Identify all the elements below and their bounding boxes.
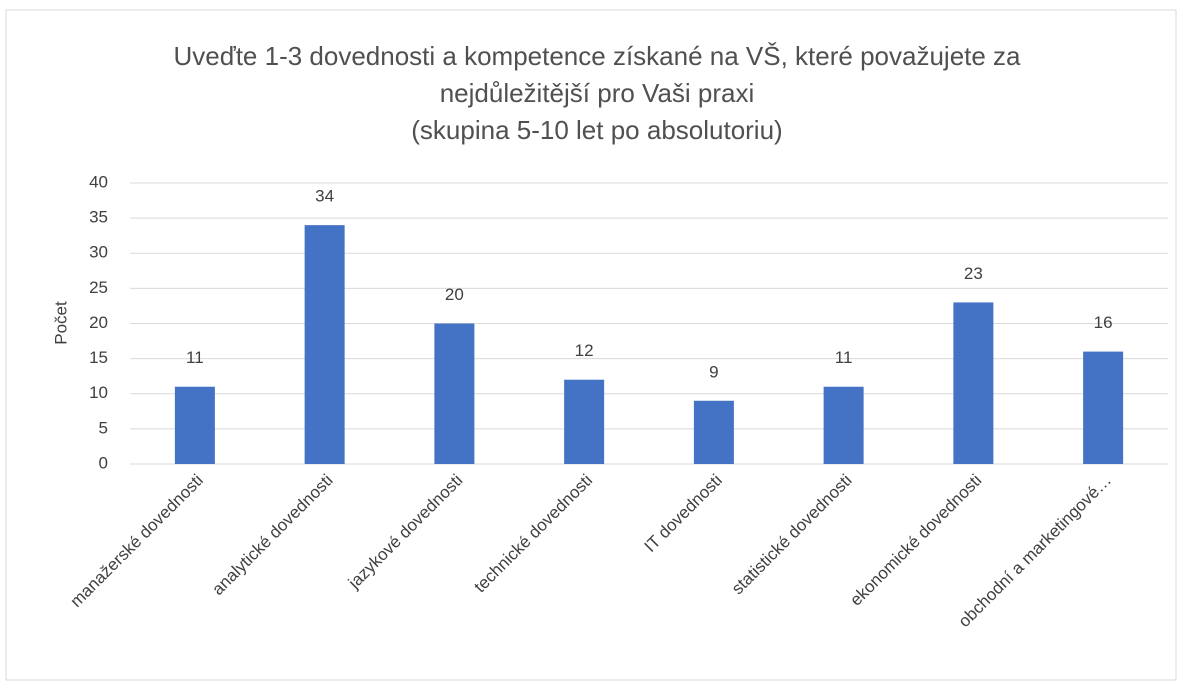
bar <box>1083 351 1124 464</box>
bar <box>693 400 734 464</box>
bar <box>823 386 864 464</box>
y-tick-label: 20 <box>89 313 108 332</box>
data-label: 11 <box>186 348 204 367</box>
data-label: 9 <box>709 362 718 381</box>
data-label: 34 <box>315 187 334 206</box>
bar <box>174 386 215 464</box>
data-label: 20 <box>445 285 464 304</box>
y-tick-label: 0 <box>99 453 108 472</box>
y-tick-label: 25 <box>89 278 108 297</box>
y-tick-label: 35 <box>89 208 108 227</box>
chart-title: nejdůležitější pro Vaši praxi <box>440 78 755 108</box>
bar <box>434 323 475 464</box>
y-tick-label: 5 <box>99 418 108 437</box>
y-tick-label: 30 <box>89 243 108 262</box>
y-tick-label: 15 <box>89 348 108 367</box>
bar <box>304 225 345 464</box>
data-label: 16 <box>1094 313 1113 332</box>
data-label: 23 <box>964 264 983 283</box>
chart-title: Uveďte 1-3 dovednosti a kompetence získa… <box>173 41 1021 71</box>
bar <box>564 379 605 464</box>
data-label: 11 <box>835 348 853 367</box>
data-label: 12 <box>575 341 594 360</box>
chart-title: (skupina 5-10 let po absolutoriu) <box>411 115 782 145</box>
y-axis-label: Počet <box>51 301 70 345</box>
bar <box>953 302 994 464</box>
y-tick-label: 40 <box>89 172 108 191</box>
y-tick-label: 10 <box>89 383 108 402</box>
